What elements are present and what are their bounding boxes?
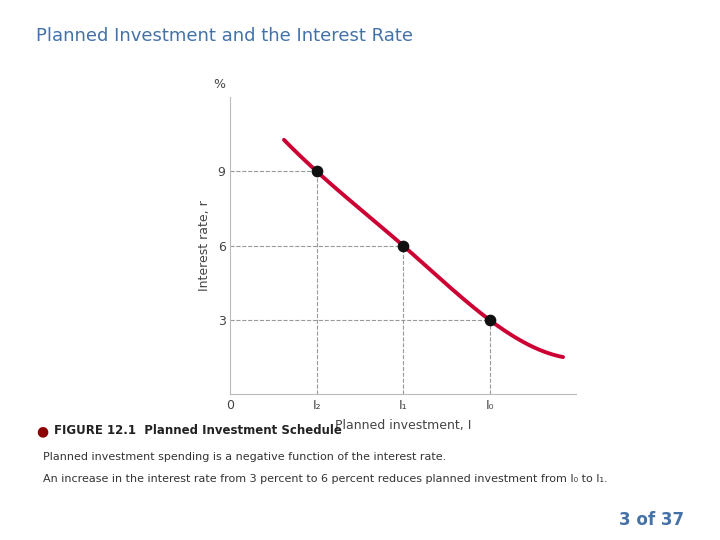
Point (311, 167, 323, 176)
X-axis label: Planned investment, I: Planned investment, I (335, 419, 472, 432)
Point (397, 241, 409, 250)
Text: 3 of 37: 3 of 37 (619, 511, 684, 529)
Text: ●: ● (36, 424, 48, 438)
Text: Planned Investment and the Interest Rate: Planned Investment and the Interest Rate (36, 27, 413, 45)
Y-axis label: Interest rate, r: Interest rate, r (198, 200, 211, 291)
Text: %: % (213, 78, 225, 91)
Text: Planned investment spending is a negative function of the interest rate.: Planned investment spending is a negativ… (43, 452, 446, 462)
Text: FIGURE 12.1  Planned Investment Schedule: FIGURE 12.1 Planned Investment Schedule (54, 424, 342, 437)
Point (484, 315, 495, 324)
Text: An increase in the interest rate from 3 percent to 6 percent reduces planned inv: An increase in the interest rate from 3 … (43, 474, 608, 484)
